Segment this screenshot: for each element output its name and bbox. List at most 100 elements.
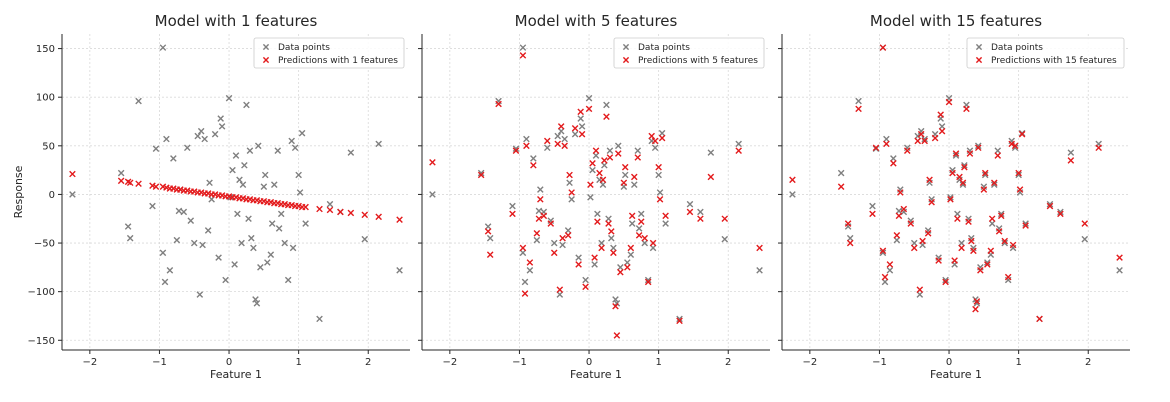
- data-point-marker: [316, 315, 323, 323]
- legend-entry: Predictions with 15 features: [991, 56, 1117, 66]
- prediction-marker: [931, 134, 939, 142]
- data-point-marker: [707, 149, 715, 156]
- legend: Data points Predictions with 15 features: [966, 37, 1125, 69]
- prediction-marker: [881, 273, 889, 281]
- data-point-marker: [530, 155, 537, 162]
- data-point-marker: [152, 145, 160, 153]
- prediction-marker: [1008, 140, 1015, 148]
- data-point-marker: [630, 181, 638, 189]
- data-point-marker: [149, 202, 156, 210]
- data-point-marker: [959, 181, 967, 189]
- data-point-marker: [281, 239, 289, 247]
- prediction-marker: [630, 173, 638, 181]
- prediction-marker: [624, 264, 631, 271]
- data-point-marker: [289, 244, 297, 252]
- prediction-marker: [637, 218, 645, 225]
- prediction-marker: [676, 317, 683, 325]
- prediction-marker: [135, 180, 142, 188]
- data-point-marker: [509, 202, 516, 210]
- data-point-marker: [268, 220, 276, 227]
- data-point-marker: [196, 291, 204, 298]
- data-point-marker: [1046, 200, 1054, 208]
- data-point-marker: [557, 127, 565, 135]
- prediction-marker: [956, 173, 963, 181]
- data-point-marker: [617, 264, 624, 271]
- data-point-marker: [984, 259, 991, 266]
- data-point-marker: [173, 236, 181, 244]
- prediction-marker: [550, 249, 558, 257]
- legend-marker: [262, 43, 270, 51]
- prediction-marker: [326, 206, 334, 214]
- data-point-marker: [879, 249, 887, 257]
- prediction-marker: [530, 161, 537, 169]
- prediction-marker: [914, 137, 922, 145]
- data-point-marker: [543, 144, 551, 152]
- prediction-marker: [302, 203, 309, 211]
- prediction-marker: [846, 239, 854, 247]
- prediction-marker: [543, 137, 551, 145]
- prediction-marker: [961, 163, 968, 171]
- prediction-marker: [575, 261, 582, 268]
- prediction-marker: [1011, 142, 1019, 150]
- prediction-marker: [990, 179, 998, 187]
- data-point-marker: [159, 44, 167, 51]
- data-point-marker: [239, 181, 247, 189]
- prediction-marker: [954, 215, 961, 223]
- x-axis-label: Feature 1: [930, 368, 982, 381]
- prediction-marker: [721, 215, 729, 223]
- data-point-marker: [535, 207, 543, 215]
- data-point-marker: [477, 169, 485, 177]
- data-point-marker: [232, 152, 240, 159]
- prediction-marker: [337, 208, 344, 216]
- prediction-marker: [594, 218, 601, 225]
- data-point-marker: [895, 207, 903, 215]
- y-tick-label: −100: [28, 287, 55, 298]
- prediction-marker: [614, 150, 622, 157]
- data-point-marker: [197, 127, 205, 135]
- prediction-marker: [1004, 273, 1012, 281]
- data-point-marker: [225, 94, 233, 102]
- predictions-series: [69, 170, 403, 224]
- legend-marker: [622, 56, 630, 64]
- data-point-marker: [655, 171, 662, 179]
- data-point-marker: [264, 259, 271, 266]
- prediction-marker: [897, 189, 904, 196]
- data-point-marker: [910, 239, 918, 247]
- prediction-marker: [512, 147, 520, 154]
- data-point-marker: [599, 181, 607, 189]
- y-tick-label: 50: [42, 141, 55, 152]
- chart-title: Model with 5 features: [515, 12, 678, 30]
- prediction-marker: [537, 195, 544, 203]
- prediction-marker: [735, 147, 742, 154]
- data-point-marker: [396, 266, 403, 274]
- data-point-marker: [484, 223, 492, 230]
- prediction-marker: [1018, 130, 1026, 138]
- prediction-marker: [585, 105, 593, 113]
- legend-marker: [975, 43, 983, 51]
- prediction-marker: [789, 176, 796, 184]
- data-point-marker: [295, 171, 302, 179]
- data-point-marker: [594, 210, 601, 218]
- legend-marker: [975, 56, 983, 64]
- data-point-marker: [161, 278, 169, 286]
- data-point-marker: [298, 129, 306, 137]
- legend-marker: [622, 43, 630, 51]
- prediction-marker: [756, 244, 763, 252]
- data-point-marker: [1081, 235, 1089, 243]
- data-point-marker: [302, 220, 309, 227]
- data-point-marker: [601, 161, 608, 169]
- data-point-marker: [206, 179, 213, 187]
- data-point-marker: [997, 210, 1005, 218]
- legend: Data points Predictions with 5 features: [613, 37, 765, 69]
- prediction-marker: [886, 261, 894, 268]
- prediction-marker: [1016, 186, 1024, 193]
- data-point-marker: [211, 130, 219, 138]
- x-tick-label: 1: [1015, 357, 1021, 368]
- prediction-marker: [582, 283, 589, 291]
- data-point-marker: [676, 315, 683, 323]
- data-point-marker: [624, 259, 631, 266]
- data-point-marker: [952, 152, 960, 159]
- data-point-marker: [1057, 208, 1064, 216]
- prediction-marker: [655, 163, 662, 171]
- data-point-marker: [735, 140, 742, 148]
